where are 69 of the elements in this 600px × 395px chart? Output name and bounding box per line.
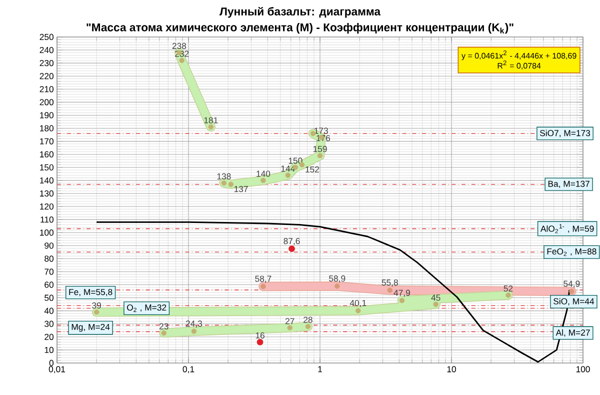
- chart-title: Лунный базальт: диаграмма: [220, 6, 381, 18]
- y-tick-label: 250: [40, 34, 54, 40]
- y-tick-label: 190: [40, 112, 54, 118]
- annotation: SiO7, M=173: [540, 130, 590, 138]
- data-label: 159: [313, 146, 327, 152]
- x-tick-label: 1: [318, 366, 322, 372]
- y-tick-label: 80: [44, 256, 54, 262]
- annotation: Ba, M=137: [548, 180, 590, 188]
- data-label: 47,9: [394, 290, 410, 297]
- y-tick-label: 100: [40, 230, 54, 236]
- y-tick-label: 160: [40, 151, 54, 158]
- y-tick-label: 10: [44, 346, 54, 354]
- data-label: 152: [306, 166, 319, 173]
- data-label: 52: [504, 285, 513, 292]
- y-tick-label: 150: [40, 164, 54, 170]
- annotation: SiO, M=44: [554, 298, 594, 306]
- y-tick-label: 220: [40, 73, 54, 80]
- y-tick-label: 240: [40, 46, 54, 54]
- data-label: 27: [285, 318, 294, 324]
- y-tick-label: 170: [40, 138, 54, 144]
- data-label: 150: [288, 158, 302, 164]
- data-label: 238: [172, 42, 186, 50]
- y-tick-label: 20: [44, 334, 54, 340]
- x-tick-label: 0,1: [182, 366, 194, 374]
- y-tick-label: 70: [44, 268, 54, 275]
- annotation: Fe, M=55,8: [69, 288, 112, 296]
- y-tick-label: 180: [40, 125, 54, 132]
- data-label: 58,7: [255, 276, 272, 283]
- x-tick-label: 100: [576, 366, 590, 372]
- annotation: Mg, M=24: [72, 324, 110, 332]
- y-tick-label: 50: [44, 294, 54, 301]
- data-label: 28: [304, 316, 312, 323]
- y-tick-label: 60: [44, 282, 54, 288]
- data-label: 16: [256, 332, 264, 339]
- annotation: FeO$_{2}$ , M=88: [547, 248, 596, 256]
- y-tick-label: 0: [49, 360, 54, 366]
- data-label: 181: [204, 117, 218, 124]
- y-tick-label: 30: [44, 320, 54, 327]
- y-tick-label: 210: [40, 86, 54, 92]
- data-label: 24,3: [186, 320, 202, 328]
- data-label: 40,1: [350, 300, 366, 308]
- data-label: 54,9: [564, 280, 580, 288]
- y-tick-label: 140: [40, 177, 54, 184]
- data-label: 137: [234, 186, 248, 192]
- y-tick-label: 120: [40, 203, 54, 210]
- data-label: 55,8: [382, 279, 398, 287]
- annotation: y = 0,0461x$^{2}$ - 4,4446x + 108,69: [462, 50, 576, 60]
- annotation: AlO$_{2}$$^{1-}$ , M=59: [540, 224, 594, 234]
- chart-subtitle: "Масса атома химического элемента (M) - Коэффициент концентрации (K$_{k}$)": [86, 23, 514, 34]
- data-label: 23: [160, 323, 168, 330]
- y-tick-label: 200: [40, 99, 54, 106]
- annotation: O$_{2}$ , M=32: [127, 304, 166, 312]
- data-label: 138: [217, 173, 231, 180]
- y-tick-label: 130: [40, 190, 54, 197]
- data-label: 58,9: [329, 275, 346, 283]
- y-tick-label: 230: [40, 60, 54, 66]
- y-tick-label: 110: [40, 216, 54, 223]
- annotation: R$^{2}$ = 0,0784: [498, 60, 541, 70]
- data-label: 173: [314, 128, 328, 134]
- data-label: 39: [92, 302, 101, 309]
- data-label: 176: [316, 135, 330, 142]
- data-label: 140: [256, 170, 270, 177]
- y-tick-label: 40: [44, 308, 54, 314]
- y-tick-label: 90: [44, 242, 54, 249]
- data-label: 45: [431, 294, 440, 301]
- x-tick-label: 0,01: [48, 366, 66, 374]
- x-tick-label: 10: [447, 366, 456, 372]
- annotation: Al, M=27: [556, 329, 590, 337]
- data-label: 87,6: [284, 238, 300, 246]
